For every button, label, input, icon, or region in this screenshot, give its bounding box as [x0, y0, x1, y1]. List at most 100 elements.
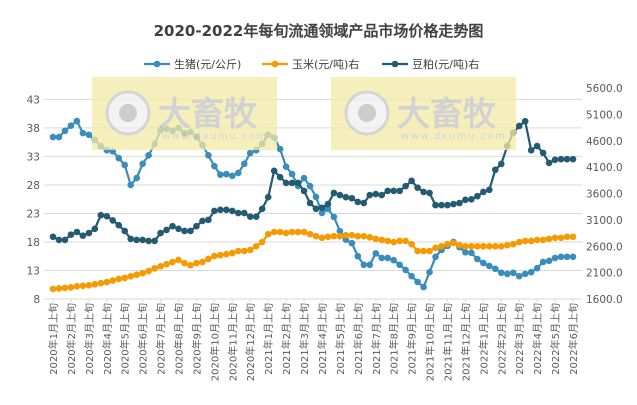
data-point	[414, 278, 421, 286]
x-tick-label: 2021年4月上旬	[316, 303, 329, 375]
data-point	[55, 236, 63, 244]
data-point	[157, 262, 164, 270]
watermark-brand: 大畜牧	[397, 94, 497, 133]
data-point	[503, 241, 511, 249]
data-point	[312, 205, 320, 213]
data-point	[276, 173, 284, 181]
data-point	[486, 186, 493, 194]
data-point	[497, 242, 505, 250]
data-point	[378, 191, 386, 199]
data-point	[318, 234, 326, 242]
data-point	[563, 155, 571, 163]
data-point	[127, 181, 135, 189]
data-point	[497, 160, 505, 168]
data-point	[336, 191, 344, 199]
data-point	[432, 201, 439, 209]
watermark-logo-eye	[358, 104, 376, 122]
data-point	[563, 253, 571, 261]
data-point	[462, 242, 469, 250]
data-point	[187, 261, 194, 269]
data-point	[282, 179, 290, 187]
data-point	[324, 205, 332, 213]
data-point	[515, 238, 523, 246]
data-point	[258, 238, 266, 246]
data-point	[211, 207, 218, 215]
data-point	[300, 187, 308, 195]
x-tick-label: 2020年10月上旬	[208, 303, 221, 381]
data-point	[420, 247, 427, 255]
left-tick-label: 28	[27, 180, 40, 192]
data-point	[199, 217, 206, 225]
data-point	[169, 258, 176, 266]
data-point	[121, 161, 129, 169]
data-point	[61, 284, 69, 292]
data-point	[342, 236, 350, 243]
data-point	[545, 257, 553, 265]
data-point	[193, 259, 200, 267]
data-point	[390, 256, 397, 264]
data-point	[468, 242, 475, 250]
data-point	[414, 184, 421, 191]
data-point	[491, 242, 499, 250]
left-tick-label: 13	[27, 265, 40, 277]
data-point	[264, 230, 272, 238]
data-point	[474, 242, 481, 250]
data-point	[67, 284, 75, 291]
data-point	[49, 285, 57, 293]
data-point	[426, 189, 433, 197]
series-1	[49, 228, 577, 293]
x-tick-label: 2021年3月上旬	[298, 303, 311, 375]
right-tick-label: 5100.0	[586, 109, 623, 121]
data-point	[450, 239, 457, 247]
data-point	[109, 217, 117, 224]
data-point	[402, 182, 409, 190]
watermark-logo-eye	[119, 104, 137, 122]
right-tick-label: 2100.0	[586, 268, 623, 280]
left-tick-label: 33	[27, 151, 40, 163]
data-point	[390, 187, 397, 195]
data-point	[384, 187, 392, 195]
watermark-url: www.dxumu.com	[401, 131, 507, 142]
data-point	[330, 213, 338, 221]
series-2	[49, 117, 577, 245]
data-point	[49, 133, 57, 141]
data-point	[234, 247, 242, 255]
data-point	[205, 151, 212, 159]
legend-marker	[391, 60, 399, 68]
data-point	[533, 142, 541, 150]
data-point	[330, 232, 338, 240]
data-point	[163, 260, 170, 268]
data-point	[187, 227, 194, 235]
data-point	[151, 237, 158, 245]
data-point	[486, 262, 493, 270]
data-point	[545, 235, 553, 243]
data-point	[211, 162, 218, 170]
legend-label: 生猪(元/公斤)	[174, 57, 241, 71]
data-point	[252, 242, 260, 250]
data-point	[491, 166, 499, 174]
data-point	[115, 221, 123, 229]
data-point	[396, 237, 403, 245]
data-point	[91, 225, 99, 233]
x-tick-label: 2020年8月上旬	[173, 303, 186, 375]
data-point	[79, 129, 87, 137]
x-tick-label: 2020年5月上旬	[119, 303, 132, 375]
data-point	[336, 232, 344, 240]
data-point	[456, 199, 463, 207]
data-point	[151, 265, 158, 272]
right-tick-label: 1600.0	[586, 294, 623, 306]
x-tick-label: 2021年2月上旬	[280, 303, 293, 375]
left-tick-label: 8	[33, 294, 40, 306]
data-point	[85, 229, 93, 237]
data-point	[474, 255, 481, 263]
data-point	[509, 240, 517, 248]
data-point	[468, 249, 475, 257]
data-point	[557, 234, 565, 242]
data-point	[354, 198, 362, 206]
data-point	[462, 248, 469, 256]
data-point	[539, 236, 547, 244]
data-point	[360, 232, 368, 240]
data-point	[103, 212, 111, 220]
data-point	[97, 279, 105, 287]
